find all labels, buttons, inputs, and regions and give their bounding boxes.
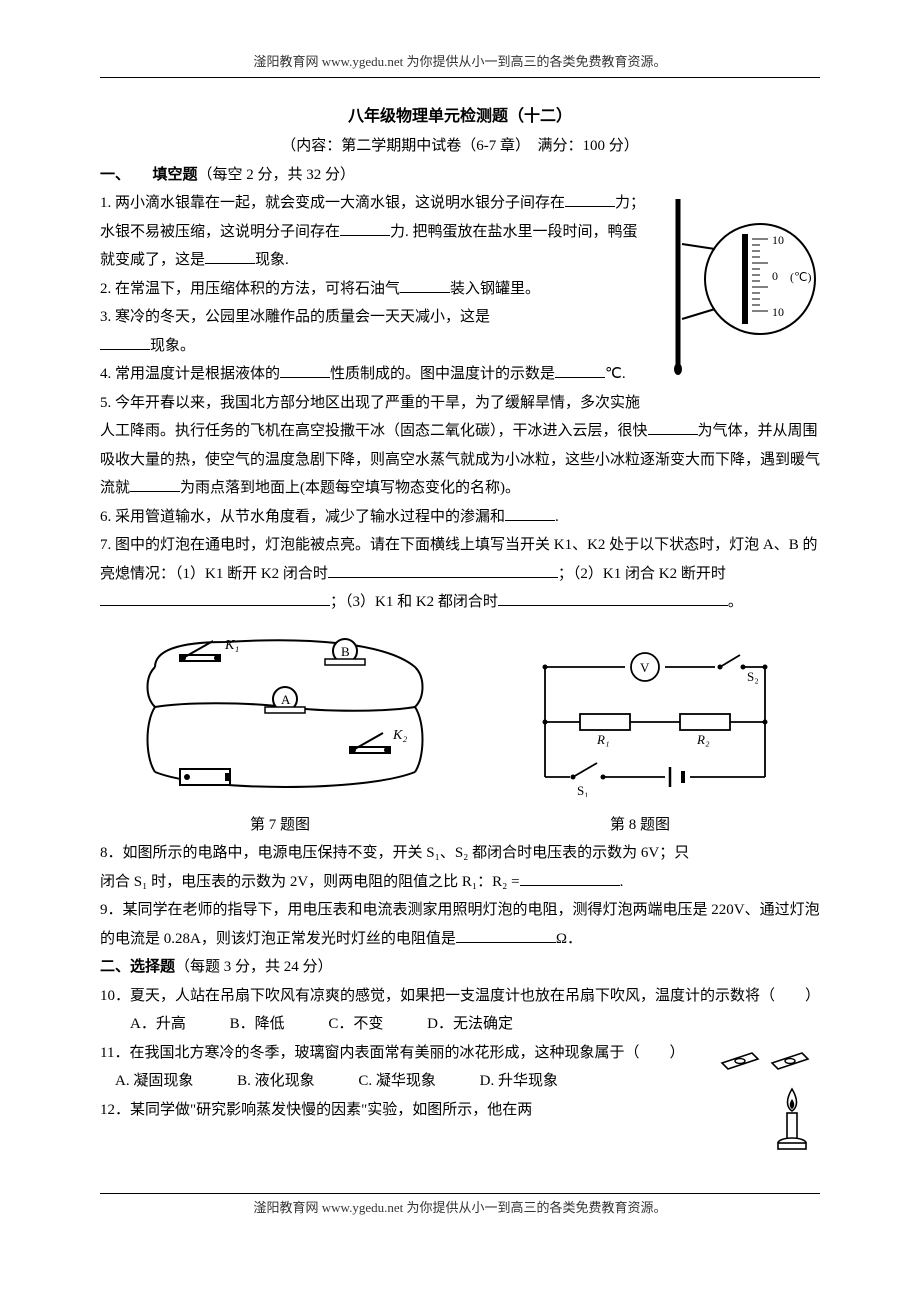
blank — [100, 334, 150, 350]
blank — [280, 362, 330, 378]
doc-title: 八年级物理单元检测题（十二） — [100, 102, 820, 132]
figure-7-circuit: K₁ B A K₂ — [125, 627, 445, 807]
question-10-choices: A．升高 B．降低 C．不变 D．无法确定 — [100, 1010, 820, 1039]
blank — [400, 277, 450, 293]
question-8-line1: 8．如图所示的电路中，电源电压保持不变，开关 S₁、S₂ 都闭合时电压表的示数为… — [100, 839, 820, 868]
q8-text-c: . — [620, 874, 624, 890]
fig7-caption: 第 7 题图 — [250, 811, 310, 840]
blank — [555, 362, 605, 378]
fig8-s1-label: S₁ — [577, 783, 589, 797]
q4-text-b: 性质制成的。图中温度计的示数是 — [330, 366, 555, 382]
section2-note: （每题 3 分，共 24 分） — [175, 959, 333, 975]
blank — [505, 505, 555, 521]
q6-text-a: 6. 采用管道输水，从节水角度看，减少了输水过程中的渗漏和 — [100, 509, 505, 525]
page-header: 滏阳教育网 www.ygedu.net 为你提供从小一到高三的各类免费教育资源。 — [100, 50, 820, 78]
fig7-b-label: B — [341, 644, 350, 659]
q6-text-b: . — [555, 509, 559, 525]
q10-choice-d: D．无法确定 — [427, 1010, 513, 1039]
fig8-v-label: V — [640, 660, 650, 675]
q5-text-a: 5. 今年开春以来，我国北方部分地区出现了严重的干旱，为了缓解旱情，多次实施人工… — [100, 395, 648, 440]
blank — [205, 248, 255, 264]
thermo-tick-mid: 0 — [772, 269, 778, 283]
fig8-r2-label: R₂ — [696, 732, 710, 747]
q3-text-b: 现象。 — [150, 338, 195, 354]
fig8-caption: 第 8 题图 — [610, 811, 670, 840]
thermo-unit: (℃) — [790, 270, 811, 284]
blank — [565, 191, 615, 207]
question-7: 7. 图中的灯泡在通电时，灯泡能被点亮。请在下面横线上填写当开关 K1、K2 处… — [100, 531, 820, 617]
q9-text-b: Ω． — [556, 931, 582, 947]
section2-heading: 二、选择题（每题 3 分，共 24 分） — [100, 953, 820, 982]
fig7-k1-label: K₁ — [224, 638, 239, 653]
blank — [498, 590, 728, 606]
thermo-tick-top: 10 — [772, 233, 784, 247]
q11-choice-a: A. 凝固现象 — [115, 1067, 193, 1096]
q2-text-a: 2. 在常温下，用压缩体积的方法，可将石油气 — [100, 281, 400, 297]
blank — [328, 562, 558, 578]
q1-text-d: 现象. — [255, 252, 289, 268]
q11-choice-c: C. 凝华现象 — [358, 1067, 436, 1096]
section2-label: 二、选择题 — [100, 959, 175, 975]
q4-text-c: ℃. — [605, 366, 626, 382]
question-5: 5. 今年开春以来，我国北方部分地区出现了严重的干旱，为了缓解旱情，多次实施人工… — [100, 389, 820, 503]
q10-choice-b: B．降低 — [230, 1010, 285, 1039]
q8-text-b: 闭合 S₁ 时，电压表的示数为 2V，则两电阻的阻值之比 R₁：R₂ = — [100, 874, 520, 890]
evaporation-figure — [710, 1039, 820, 1170]
question-10: 10．夏天，人站在吊扇下吹风有凉爽的感觉，如果把一支温度计也放在吊扇下吹风，温度… — [100, 982, 820, 1011]
blank — [100, 590, 330, 606]
q10-choice-c: C．不变 — [328, 1010, 383, 1039]
blank — [520, 870, 620, 886]
section1-note: （每空 2 分，共 32 分） — [198, 167, 356, 183]
blank — [340, 220, 390, 236]
section1-label: 一、 填空题 — [100, 167, 198, 183]
blank — [648, 419, 698, 435]
question-9: 9．某同学在老师的指导下，用电压表和电流表测家用照明灯泡的电阻，测得灯泡两端电压… — [100, 896, 820, 953]
page-footer: 滏阳教育网 www.ygedu.net 为你提供从小一到高三的各类免费教育资源。 — [100, 1193, 820, 1223]
fig7-k2-label: K₂ — [392, 728, 407, 743]
q2-text-b: 装入钢罐里。 — [450, 281, 540, 297]
fig8-r1-label: R₁ — [596, 732, 609, 747]
q4-text-a: 4. 常用温度计是根据液体的 — [100, 366, 280, 382]
figure-8-circuit: V S₂ R₁ R₂ S₁ — [515, 637, 795, 797]
q7-text-c: ；（3）K1 和 K2 都闭合时 — [330, 594, 498, 610]
question-6: 6. 采用管道输水，从节水角度看，减少了输水过程中的渗漏和. — [100, 503, 820, 532]
thermometer-figure: 10 0 10 (℃) — [660, 189, 820, 390]
fig8-s2-label: S₂ — [747, 669, 759, 684]
question-8-line2: 闭合 S₁ 时，电压表的示数为 2V，则两电阻的阻值之比 R₁：R₂ =. — [100, 868, 820, 897]
q7-text-d: 。 — [728, 594, 743, 610]
q5-text-c: 为雨点落到地面上(本题每空填写物态变化的名称)。 — [180, 480, 520, 496]
doc-subtitle: （内容：第二学期期中试卷（6-7 章） 满分：100 分） — [100, 132, 820, 161]
blank — [130, 476, 180, 492]
section1-heading: 一、 填空题（每空 2 分，共 32 分） — [100, 161, 820, 190]
q10-choice-a: A．升高 — [130, 1010, 186, 1039]
q1-text-a: 1. 两小滴水银靠在一起，就会变成一大滴水银，这说明水银分子间存在 — [100, 195, 565, 211]
q7-text-b: ；（2）K1 闭合 K2 断开时 — [558, 566, 726, 582]
q3-text-a: 3. 寒冷的冬天，公园里冰雕作品的质量会一天天减小，这是 — [100, 309, 490, 325]
q11-choice-d: D. 升华现象 — [480, 1067, 558, 1096]
fig7-a-label: A — [281, 692, 291, 707]
q11-choice-b: B. 液化现象 — [237, 1067, 315, 1096]
blank — [456, 927, 556, 943]
thermo-tick-bot: 10 — [772, 305, 784, 319]
